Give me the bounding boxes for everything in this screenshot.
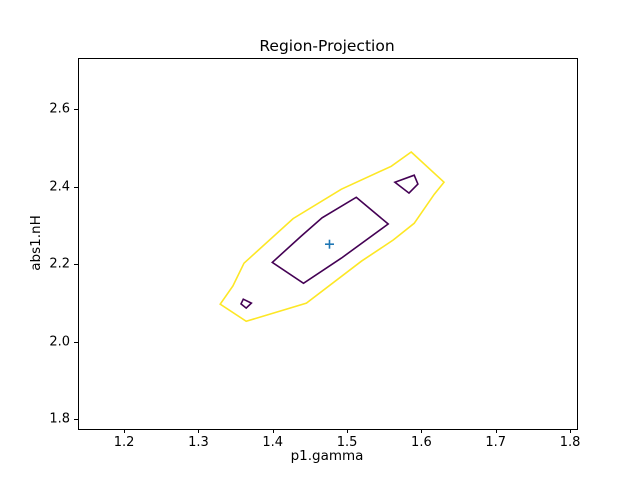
x-tick-label: 1.4 [262, 435, 284, 450]
x-tick-label: 1.7 [485, 435, 507, 450]
x-tick-label: 1.6 [411, 435, 432, 450]
x-tick-mark [421, 429, 423, 433]
contour-inner-islet-upper [393, 174, 419, 195]
x-tick-label: 1.3 [188, 435, 209, 450]
x-tick-mark [495, 429, 497, 433]
plot-title: Region-Projection [259, 37, 395, 55]
x-axis-label: p1.gamma [290, 448, 364, 464]
x-tick-label: 1.2 [113, 435, 135, 450]
y-tick-label: 2.2 [49, 256, 70, 272]
y-tick-mark [74, 419, 78, 421]
y-tick-mark [74, 264, 78, 266]
x-tick-mark [570, 429, 572, 433]
y-tick-label: 2.4 [49, 179, 70, 195]
y-tick-label: 2.6 [49, 101, 70, 117]
x-tick-mark [124, 429, 126, 433]
contour-inner-islet-lower [240, 298, 253, 310]
x-tick-mark [272, 429, 274, 433]
contour-inner-main [271, 196, 390, 285]
contour-outer [219, 150, 446, 323]
y-tick-mark [74, 341, 78, 343]
x-tick-label: 1.8 [559, 435, 581, 450]
x-tick-mark [347, 429, 349, 433]
y-tick-label: 2.0 [49, 334, 70, 350]
plot-area [78, 58, 578, 430]
y-axis-label: abs1.nH [28, 215, 44, 271]
y-tick-mark [74, 186, 78, 188]
contour-svg [219, 150, 446, 323]
x-tick-label: 1.5 [336, 435, 358, 450]
y-tick-mark [74, 109, 78, 111]
y-tick-label: 1.8 [49, 411, 70, 427]
x-tick-mark [198, 429, 200, 433]
best-fit-marker [324, 239, 334, 249]
